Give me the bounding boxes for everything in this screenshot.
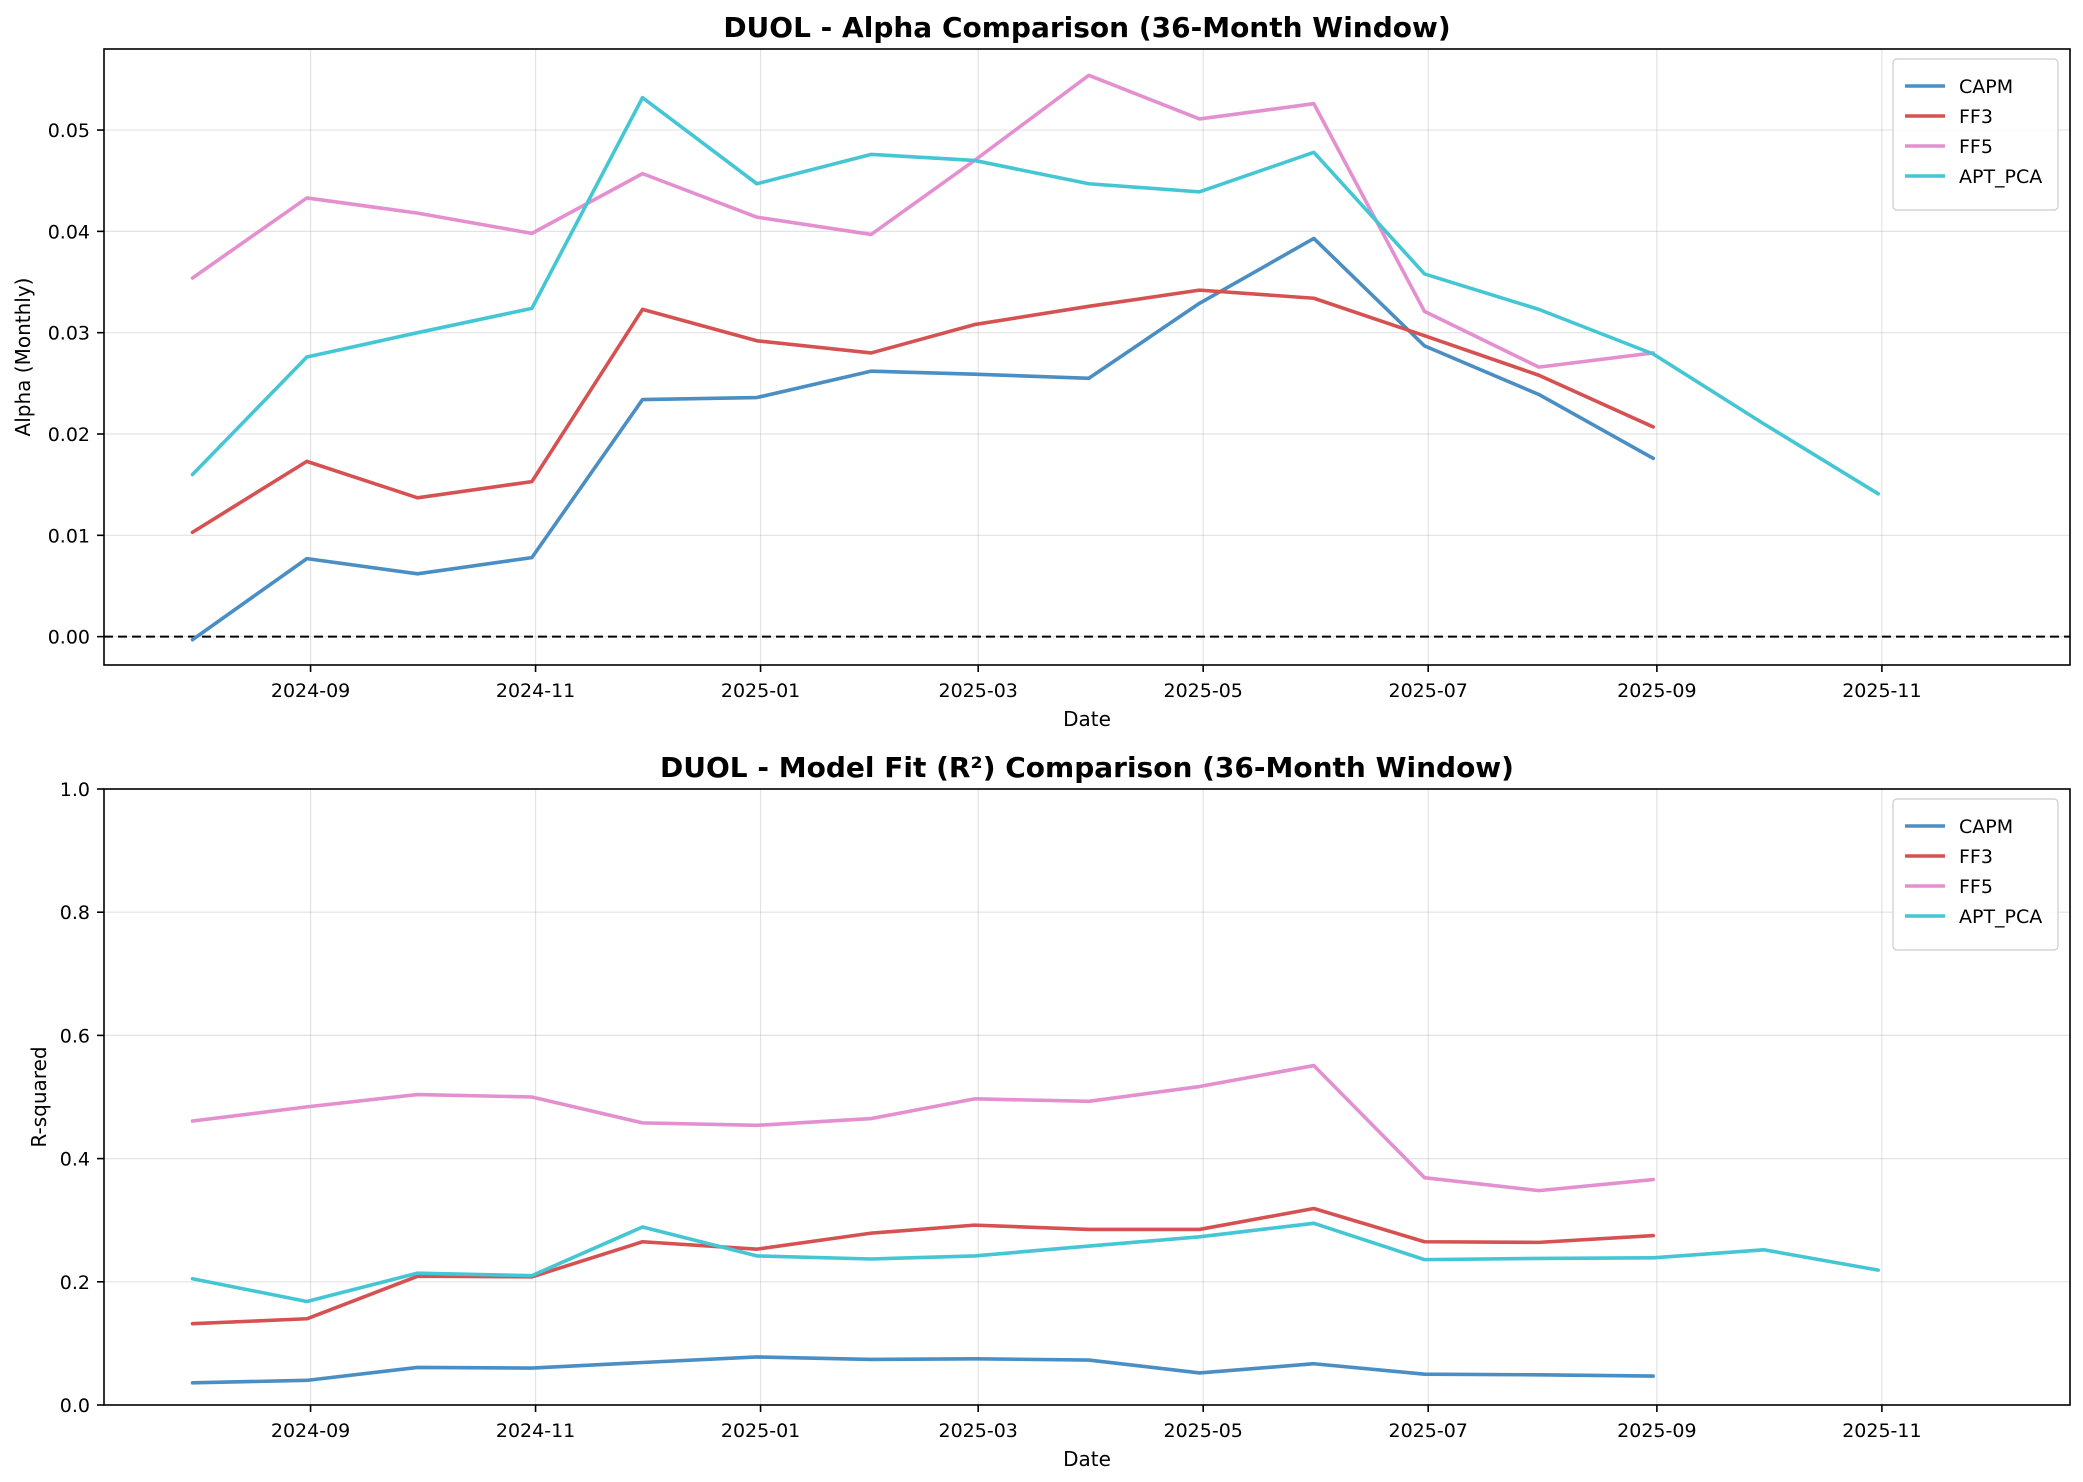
legend-entry-label: CAPM: [1959, 76, 2013, 98]
y-tick-label: 1.0: [60, 779, 90, 801]
series-line-ff3: [190, 1206, 1655, 1326]
x-tick-label: 2025-07: [1388, 1420, 1467, 1442]
series-line-ff5: [190, 73, 1655, 369]
series-line-apt-pca: [190, 1221, 1880, 1304]
plot-frame: [103, 788, 2071, 1406]
plot-frame: [103, 48, 2071, 666]
x-axis-label: Date: [1063, 1447, 1111, 1471]
x-tick-label: 2025-01: [721, 1420, 800, 1442]
legend-entry-label: FF3: [1959, 846, 1993, 868]
x-tick-label: 2024-09: [271, 680, 350, 702]
legend-box: [1892, 58, 2059, 211]
x-tick-label: 2024-11: [496, 680, 575, 702]
legend-entry-label: FF3: [1959, 106, 1993, 128]
x-tick-label: 2025-03: [938, 680, 1017, 702]
x-tick-label: 2025-05: [1163, 1420, 1242, 1442]
y-tick-label: 0.4: [60, 1149, 90, 1171]
y-axis-label: Alpha (Monthly): [11, 278, 35, 437]
y-tick-label: 0.6: [60, 1025, 90, 1047]
x-tick-label: 2025-09: [1617, 680, 1696, 702]
x-tick-label: 2024-09: [271, 1420, 350, 1442]
series-line-capm: [190, 236, 1655, 642]
x-tick-label: 2025-09: [1617, 1420, 1696, 1442]
series-line-capm: [190, 1355, 1655, 1385]
x-tick-label: 2024-11: [496, 1420, 575, 1442]
legend-entry-label: APT_PCA: [1959, 906, 2042, 928]
x-tick-label: 2025-11: [1842, 1420, 1921, 1442]
legend: CAPM FF3 FF5 APT_PCA: [1892, 58, 2059, 211]
series-line-ff5: [190, 1063, 1655, 1193]
y-tick-label: 0.8: [60, 902, 90, 924]
y-tick-label: 0.01: [48, 525, 90, 547]
y-tick-label: 0.02: [48, 424, 90, 446]
legend-entry-label: FF5: [1959, 136, 1993, 158]
legend-entry-label: APT_PCA: [1959, 166, 2042, 188]
x-axis-label: Date: [1063, 707, 1111, 731]
series-line-apt-pca: [190, 95, 1880, 496]
x-tick-label: 2025-01: [721, 680, 800, 702]
x-tick-label: 2025-11: [1842, 680, 1921, 702]
y-tick-label: 0.0: [60, 1395, 90, 1417]
y-tick-label: 0.03: [48, 323, 90, 345]
chart-title: DUOL - Model Fit (R²) Comparison (36-Mon…: [660, 751, 1514, 784]
chart-title: DUOL - Alpha Comparison (36-Month Window…: [723, 11, 1450, 44]
y-tick-label: 0.2: [60, 1272, 90, 1294]
x-tick-label: 2025-05: [1163, 680, 1242, 702]
y-tick-label: 0.00: [48, 627, 90, 649]
r-squared-chart: 2024-09 2024-11 2025-01 2025-03 2025-05 2025-…: [27, 751, 2071, 1471]
y-axis-label: R-squared: [27, 1046, 51, 1147]
legend: CAPM FF3 FF5 APT_PCA: [1892, 798, 2059, 951]
y-tick-label: 0.04: [48, 221, 90, 243]
legend-entry-label: CAPM: [1959, 816, 2013, 838]
series-line-ff3: [190, 288, 1655, 535]
x-tick-label: 2025-07: [1388, 680, 1467, 702]
legend-box: [1892, 798, 2059, 951]
legend-entry-label: FF5: [1959, 876, 1993, 898]
y-tick-label: 0.05: [48, 120, 90, 142]
alpha-chart: 2024-09 2024-11 2025-01 2025-03 2025-05 2025-…: [11, 11, 2071, 731]
x-tick-label: 2025-03: [938, 1420, 1017, 1442]
